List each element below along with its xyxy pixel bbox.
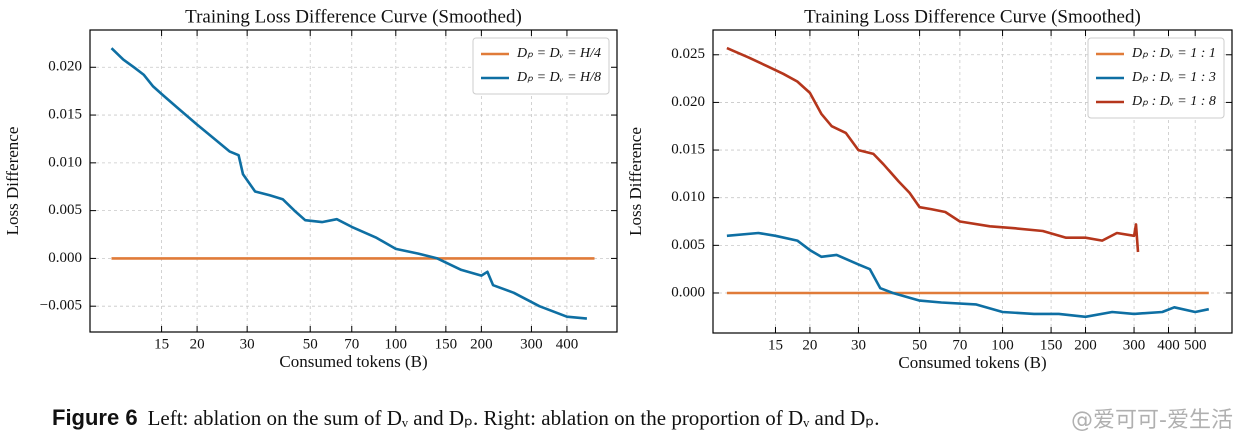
- y-tick-label: 0.010: [48, 154, 82, 170]
- x-tick-label: 400: [556, 336, 579, 352]
- x-tick-label: 200: [470, 336, 493, 352]
- x-tick-label: 400: [1157, 337, 1180, 353]
- caption-label: Figure 6: [52, 405, 138, 430]
- watermark: @爱可可-爱生活: [1071, 408, 1233, 433]
- x-tick-label: 300: [1123, 337, 1146, 353]
- y-tick-label: 0.000: [671, 284, 705, 300]
- x-tick-label: 30: [851, 337, 866, 353]
- x-tick-label: 70: [344, 336, 359, 352]
- legend-label: Dₚ : Dᵥ = 1 : 3: [1131, 70, 1216, 85]
- x-tick-label: 300: [520, 336, 543, 352]
- y-tick-label: 0.020: [671, 94, 705, 110]
- x-axis-label: Consumed tokens (B): [898, 353, 1046, 372]
- y-tick-label: 0.025: [671, 46, 705, 62]
- chart-title: Training Loss Difference Curve (Smoothed…: [804, 6, 1141, 27]
- y-tick-label: 0.005: [48, 202, 82, 218]
- y-tick-label: 0.005: [671, 237, 705, 253]
- y-tick-label: 0.015: [48, 106, 82, 122]
- series-line: [726, 46, 1140, 253]
- y-tick-label: 0.010: [671, 189, 705, 205]
- x-tick-label: 50: [303, 336, 318, 352]
- x-axis-label: Consumed tokens (B): [279, 352, 427, 371]
- x-tick-label: 200: [1074, 337, 1097, 353]
- series-line: [726, 231, 1210, 319]
- x-tick-label: 20: [190, 336, 205, 352]
- x-tick-label: 150: [1040, 337, 1063, 353]
- caption: Figure 6 Left: ablation on the sum of Dᵥ …: [52, 405, 880, 431]
- x-tick-label: 15: [768, 337, 783, 353]
- legend-box: [472, 37, 610, 95]
- x-tick-label: 100: [385, 336, 408, 352]
- x-tick-label: 100: [991, 337, 1014, 353]
- x-tick-label: 20: [802, 337, 817, 353]
- x-tick-label: 15: [154, 336, 169, 352]
- legend-label: Dₚ = Dᵥ = H/8: [516, 70, 601, 85]
- y-tick-label: −0.005: [40, 298, 82, 314]
- legend-label: Dₚ : Dᵥ = 1 : 8: [1131, 94, 1216, 109]
- caption-text: Left: ablation on the sum of Dᵥ and Dₚ. …: [147, 406, 880, 430]
- chart-title: Training Loss Difference Curve (Smoothed…: [185, 6, 522, 27]
- x-tick-label: 150: [435, 336, 458, 352]
- y-tick-label: 0.015: [671, 141, 705, 157]
- x-tick-label: 50: [912, 337, 927, 353]
- legend-label: Dₚ = Dᵥ = H/4: [516, 46, 601, 61]
- y-tick-label: 0.020: [48, 59, 82, 75]
- y-tick-label: 0.000: [48, 250, 82, 266]
- x-tick-label: 30: [240, 336, 255, 352]
- plot-frame: [89, 29, 618, 333]
- x-tick-label: 500: [1184, 337, 1207, 353]
- legend-box: [1087, 37, 1225, 119]
- figure: −0.005 0.000 0.005 0.010 0.015 0.020 15 20 30 50 7…: [3, 6, 1233, 372]
- series-line: [110, 47, 588, 320]
- plot-frame: [712, 29, 1233, 334]
- legend-label: Dₚ : Dᵥ = 1 : 1: [1131, 46, 1216, 61]
- y-axis-label: Loss Difference: [626, 127, 645, 236]
- x-tick-label: 70: [952, 337, 967, 353]
- y-axis-label: Loss Difference: [3, 127, 22, 236]
